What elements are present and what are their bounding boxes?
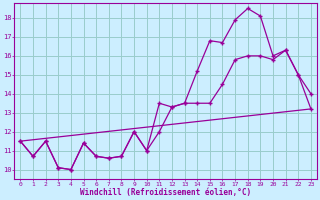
X-axis label: Windchill (Refroidissement éolien,°C): Windchill (Refroidissement éolien,°C) [80, 188, 251, 197]
